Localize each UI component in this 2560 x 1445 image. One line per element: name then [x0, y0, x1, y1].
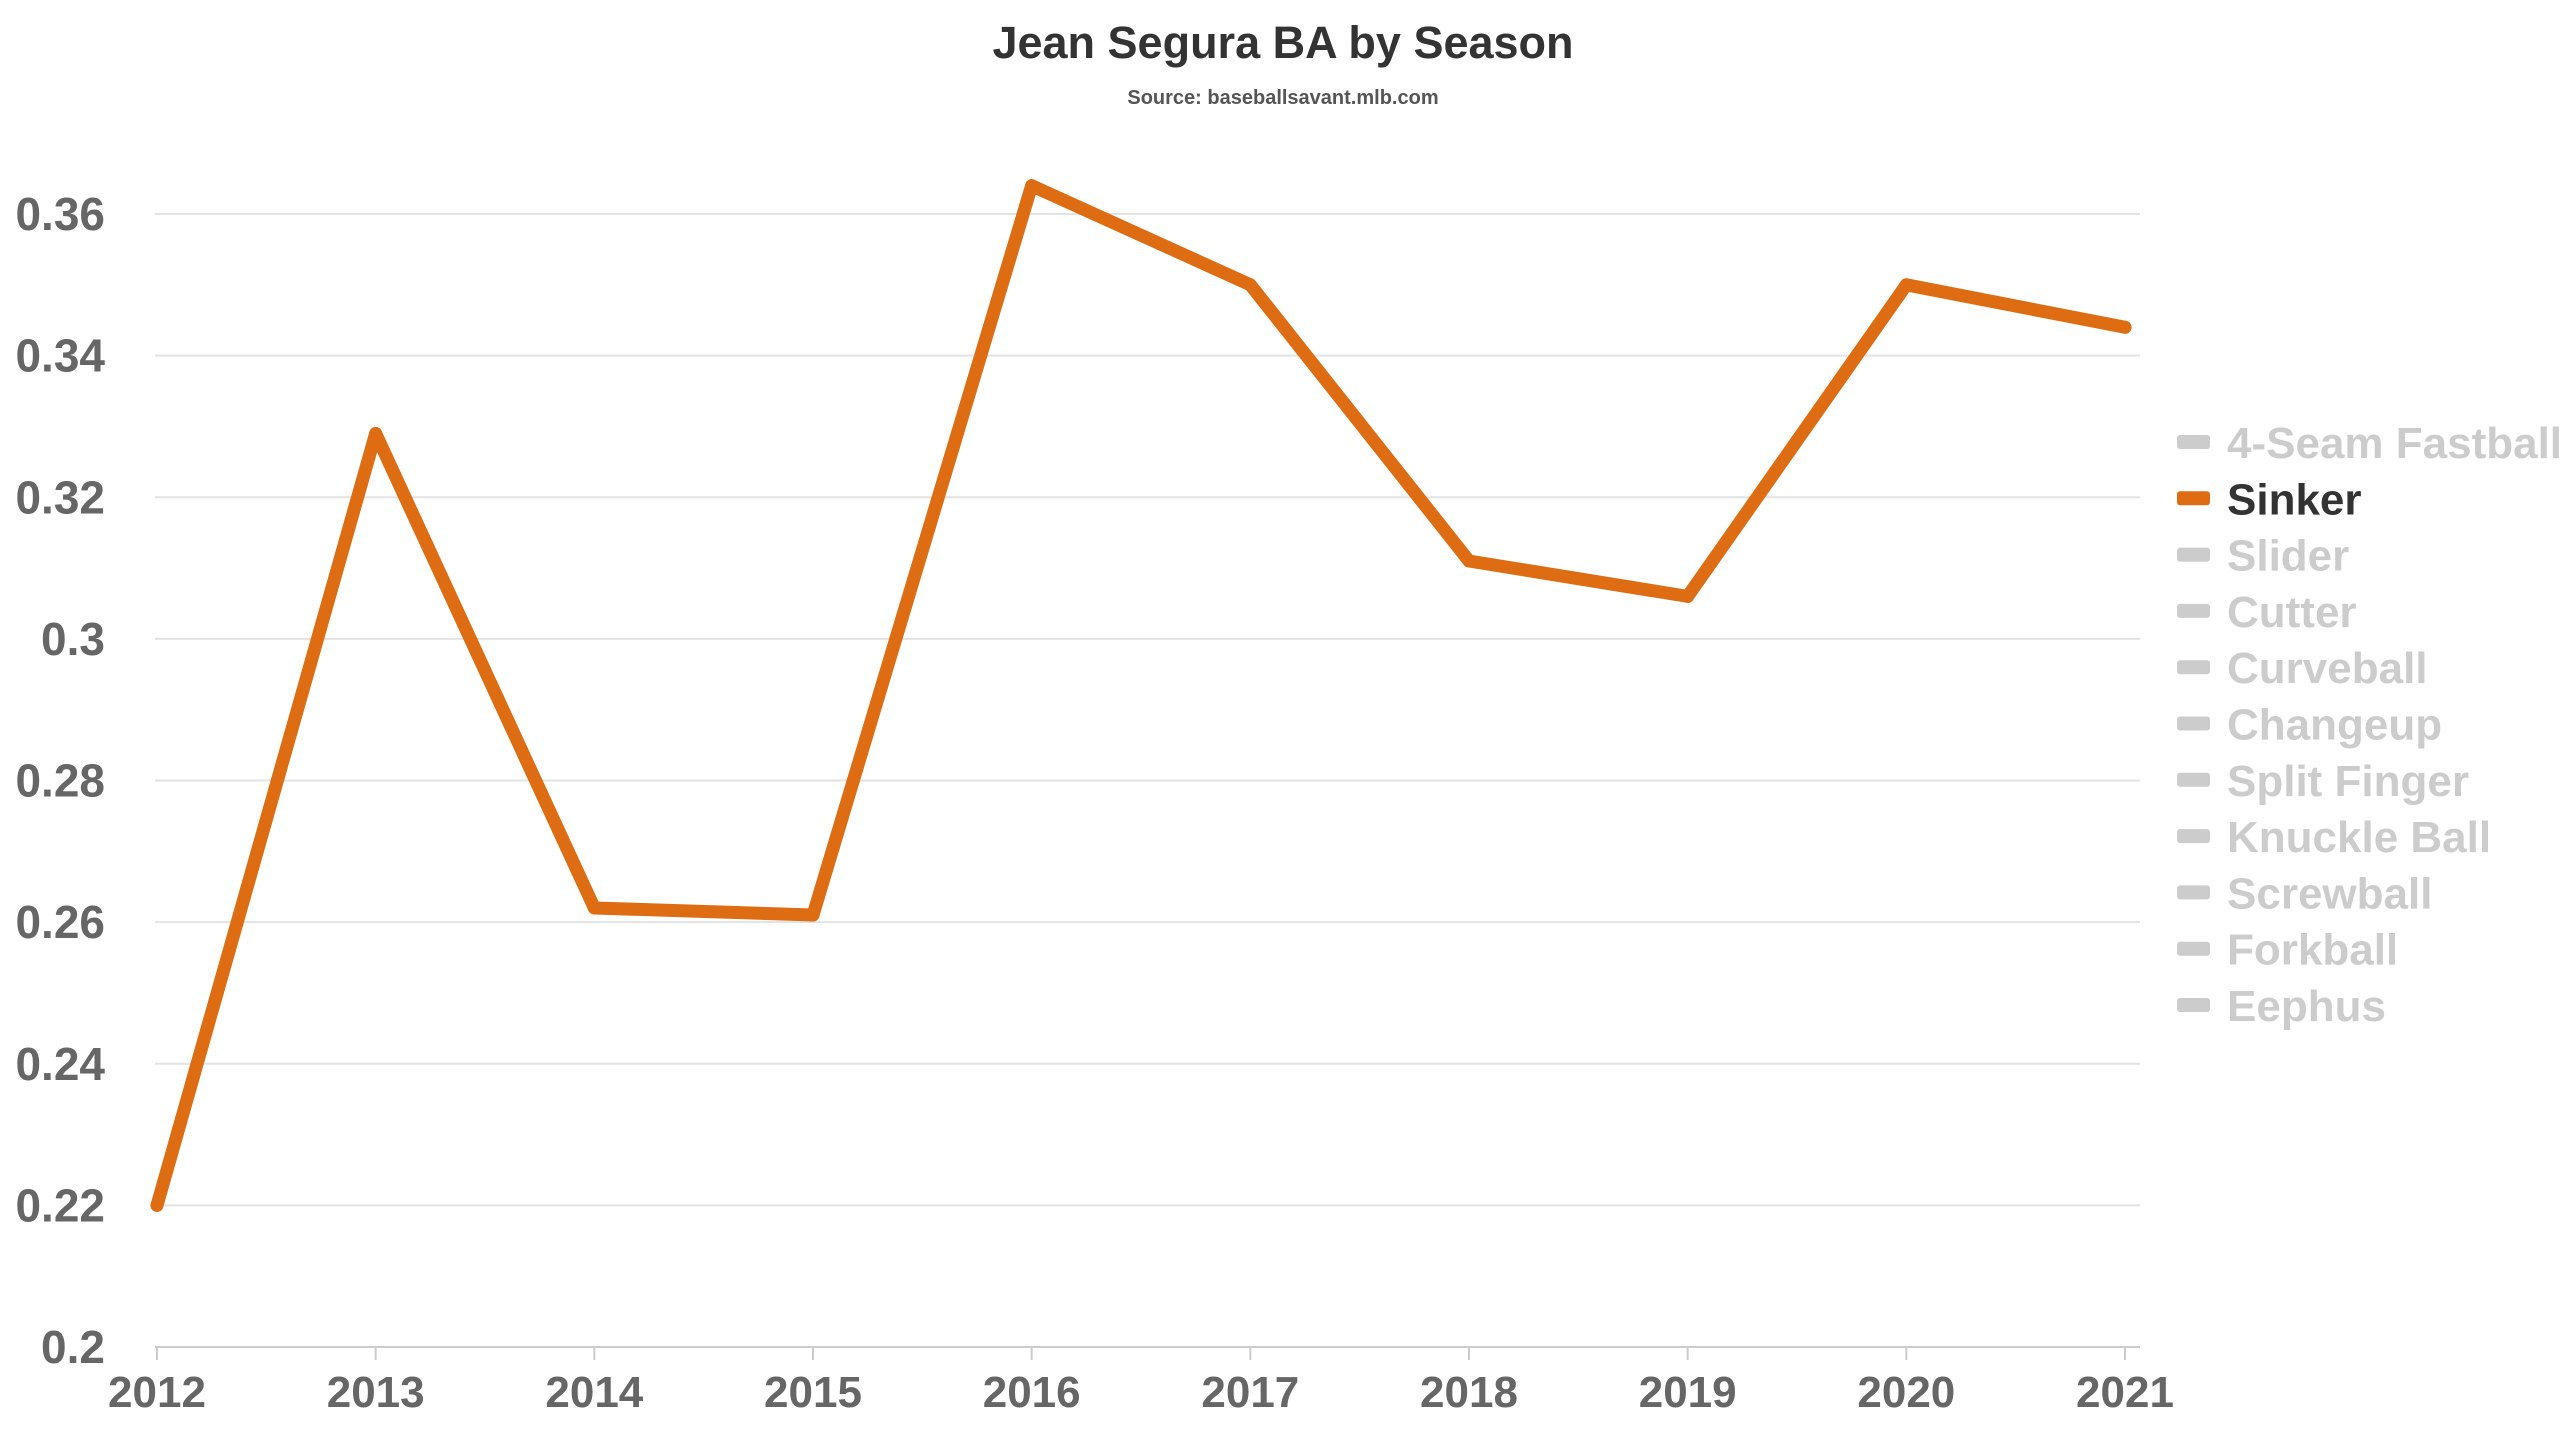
- data-point: [806, 908, 820, 922]
- data-point: [1681, 589, 1695, 603]
- legend-item: Knuckle Ball: [2177, 813, 2491, 862]
- legend-item: Cutter: [2177, 588, 2357, 637]
- legend-item: Eephus: [2177, 982, 2386, 1031]
- series-layer: [150, 179, 2132, 1212]
- legend-swatch: [2177, 885, 2210, 900]
- y-tick-label: 0.34: [15, 330, 105, 382]
- legend-swatch: [2177, 435, 2210, 449]
- legend-item: Curveball: [2177, 644, 2428, 693]
- series-line-sinker: [150, 179, 2132, 1212]
- legend-label: Cutter: [2227, 588, 2357, 637]
- chart-subtitle: Source: baseballsavant.mlb.com: [1127, 87, 1438, 109]
- legend-label: Eephus: [2227, 982, 2386, 1031]
- legend-label: Slider: [2227, 532, 2349, 581]
- data-point: [150, 1198, 164, 1212]
- legend-swatch: [2177, 941, 2210, 956]
- legend-swatch: [2177, 716, 2210, 731]
- axes: 0.2 0.22 0.24 0.26 0.28 0.3 0.32 0.34 0.36 2012 20…: [15, 188, 2173, 1417]
- legend-label: Curveball: [2227, 644, 2428, 693]
- legend-swatch: [2177, 829, 2210, 844]
- legend-label: Sinker: [2227, 475, 2362, 524]
- data-point: [587, 901, 601, 915]
- data-point: [369, 427, 383, 441]
- legend-label: Changeup: [2227, 701, 2442, 750]
- legend-item: Sinker: [2177, 475, 2362, 524]
- legend-swatch: [2177, 491, 2210, 506]
- legend-item: Screwball: [2177, 869, 2432, 918]
- data-point: [1025, 179, 1039, 193]
- x-tick-label: 2014: [545, 1368, 643, 1417]
- y-tick-label: 0.3: [41, 613, 105, 665]
- x-tick-label: 2012: [108, 1368, 206, 1417]
- legend-item: Slider: [2177, 532, 2349, 581]
- data-point: [1462, 554, 1476, 568]
- x-tick-label: 2015: [764, 1368, 862, 1417]
- x-tick-label: 2021: [2076, 1368, 2174, 1417]
- y-tick-label: 0.26: [15, 896, 105, 948]
- x-tick-label: 2017: [1201, 1368, 1299, 1417]
- legend-swatch: [2177, 772, 2210, 787]
- legend-item: Forkball: [2177, 926, 2398, 975]
- legend-item: Split Finger: [2177, 757, 2469, 806]
- data-point: [1243, 278, 1257, 292]
- legend-label: Knuckle Ball: [2227, 813, 2491, 862]
- gridlines: [155, 213, 2140, 1207]
- legend-item: 4-Seam Fastball: [2177, 419, 2560, 468]
- legend-label: Screwball: [2227, 869, 2432, 918]
- legend: 4-Seam Fastball Sinker Slider Cutter Curveba…: [2177, 419, 2560, 1031]
- x-tick-label: 2018: [1420, 1368, 1518, 1417]
- y-tick-label: 0.2: [41, 1321, 105, 1373]
- legend-swatch: [2177, 998, 2210, 1012]
- x-tick-label: 2013: [327, 1368, 425, 1417]
- chart-title: Jean Segura BA by Season: [992, 17, 1573, 68]
- y-tick-label: 0.28: [15, 755, 105, 807]
- data-point: [1899, 278, 1913, 292]
- x-tick-label: 2020: [1857, 1368, 1955, 1417]
- legend-label: Forkball: [2227, 926, 2398, 975]
- legend-label: Split Finger: [2227, 757, 2469, 806]
- legend-item: Changeup: [2177, 701, 2442, 750]
- data-point: [2118, 320, 2132, 334]
- x-tick-label: 2019: [1639, 1368, 1737, 1417]
- y-tick-label: 0.36: [15, 188, 105, 240]
- legend-swatch: [2177, 603, 2210, 618]
- y-tick-label: 0.24: [15, 1038, 105, 1090]
- legend-swatch: [2177, 547, 2210, 562]
- x-tick-label: 2016: [983, 1368, 1081, 1417]
- y-tick-label: 0.22: [15, 1179, 105, 1231]
- y-tick-label: 0.32: [15, 471, 105, 523]
- legend-swatch: [2177, 660, 2210, 675]
- legend-label: 4-Seam Fastball: [2227, 419, 2560, 468]
